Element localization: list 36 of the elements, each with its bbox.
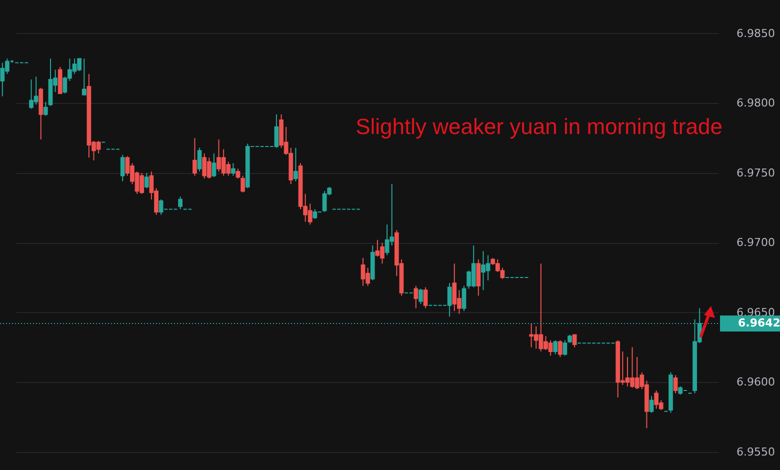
candlestick bbox=[312, 208, 318, 220]
candlestick bbox=[418, 288, 423, 305]
candlestick bbox=[414, 285, 418, 309]
candlestick bbox=[212, 152, 216, 178]
y-tick-label: 6.9750 bbox=[736, 166, 775, 180]
ref-line-label: 6.9642 bbox=[738, 316, 780, 330]
candlestick bbox=[423, 286, 428, 309]
y-tick-label: 6.9550 bbox=[736, 445, 775, 458]
candlestick bbox=[178, 196, 182, 210]
candlestick bbox=[553, 340, 558, 355]
candlestick bbox=[447, 282, 452, 318]
candlestick bbox=[562, 340, 568, 356]
candlestick bbox=[192, 138, 197, 176]
candlestick bbox=[158, 198, 164, 216]
candlestick bbox=[476, 258, 481, 296]
candlestick bbox=[294, 147, 298, 182]
y-tick-label: 6.9850 bbox=[736, 26, 775, 40]
candlestick bbox=[572, 334, 577, 348]
candlestick bbox=[43, 101, 48, 116]
y-tick-label: 6.9700 bbox=[736, 236, 775, 250]
candlestick bbox=[236, 168, 240, 180]
candlestick bbox=[197, 147, 202, 172]
candlestick bbox=[462, 285, 466, 312]
candlestick bbox=[120, 154, 125, 182]
candlestick bbox=[58, 66, 62, 94]
candlestick bbox=[673, 374, 678, 394]
candlestick bbox=[240, 175, 245, 193]
candlestick bbox=[231, 162, 236, 176]
candlestick bbox=[558, 340, 562, 358]
candlestick bbox=[144, 172, 149, 189]
candlestick bbox=[274, 114, 279, 148]
annotation: Slightly weaker yuan in morning trade bbox=[356, 114, 722, 139]
y-tick-label: 6.9600 bbox=[736, 376, 775, 389]
candlestick bbox=[82, 58, 86, 96]
candlestick bbox=[649, 396, 654, 414]
y-tick-label: 6.9800 bbox=[736, 96, 775, 110]
